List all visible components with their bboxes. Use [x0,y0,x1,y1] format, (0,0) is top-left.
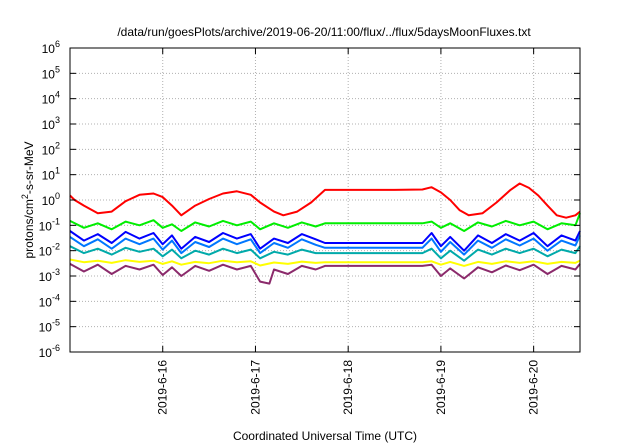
x-tick-label: 2019-6-20 [527,360,541,415]
grid [70,47,580,353]
series-group [69,182,581,285]
series-line-3 [69,230,581,252]
y-tick-label: 10-6 [39,343,60,360]
chart-title: /data/run/goesPlots/archive/2019-06-20/1… [117,25,531,39]
x-axis-label: Coordinated Universal Time (UTC) [233,429,417,443]
series-line-7 [69,263,581,285]
x-tick-label: 2019-6-17 [248,360,262,415]
y-tick-base: 10 [39,346,53,360]
y-tick-label: 100 [42,191,60,208]
y-tick-label: 106 [42,39,60,56]
y-tick-base: 10 [42,143,56,157]
series-line-1 [69,182,581,219]
y-tick-exponent: 1 [55,166,60,176]
y-tick-exponent: -5 [52,318,60,328]
y-tick-label: 10-1 [39,216,60,233]
y-tick-base: 10 [42,194,56,208]
y-tick-labels: 10610510410310210110010-110-210-310-410-… [39,39,60,360]
y-tick-base: 10 [42,93,56,107]
y-tick-label: 103 [42,115,60,132]
y-tick-exponent: 3 [55,115,60,125]
y-tick-exponent: 2 [55,140,60,150]
y-tick-exponent: 5 [55,64,60,74]
y-axis-label: protons/cm2-s-sr-MeV [20,141,36,258]
y-tick-label: 102 [42,140,60,157]
y-tick-base: 10 [42,67,56,81]
y-tick-base: 10 [39,245,53,259]
y-tick-exponent: -2 [52,242,60,252]
y-tick-base: 10 [39,219,53,233]
y-tick-label: 101 [42,166,60,183]
y-tick-base: 10 [39,270,53,284]
x-tick-label: 2019-6-18 [341,360,355,415]
y-tick-label: 10-3 [39,267,60,284]
y-tick-exponent: -4 [52,292,60,302]
y-tick-exponent: 4 [55,90,60,100]
series-line-2 [69,212,581,232]
series-line-6 [69,258,581,267]
y-tick-base: 10 [39,295,53,309]
y-tick-exponent: 0 [55,191,60,201]
x-tick-labels: 2019-6-16 2019-6-17 2019-6-18 2019-6-19 2019… [156,360,541,415]
x-tick-label: 2019-6-16 [156,360,170,415]
y-tick-label: 104 [42,90,60,107]
y-tick-exponent: -3 [52,267,60,277]
y-tick-exponent: 6 [55,39,60,49]
y-tick-label: 10-2 [39,242,60,259]
y-tick-label: 105 [42,64,60,81]
y-tick-label: 10-4 [39,292,60,309]
x-tick-label: 2019-6-19 [434,360,448,415]
y-tick-base: 10 [42,42,56,56]
y-tick-base: 10 [39,321,53,335]
series-line-5 [69,245,581,262]
y-tick-exponent: -6 [52,343,60,353]
y-tick-base: 10 [42,169,56,183]
y-tick-base: 10 [42,118,56,132]
y-tick-exponent: -1 [52,216,60,226]
y-tick-label: 10-5 [39,318,60,335]
series-line-4 [69,234,581,256]
ticks [70,47,580,353]
